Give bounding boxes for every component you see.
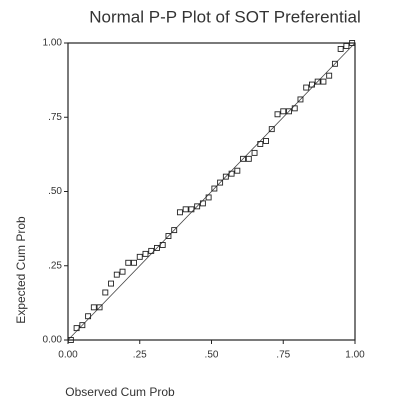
point xyxy=(314,78,321,85)
point xyxy=(67,337,74,343)
point xyxy=(159,242,166,248)
point xyxy=(85,313,92,320)
point xyxy=(79,322,86,329)
point xyxy=(337,45,344,52)
point xyxy=(154,244,160,251)
point xyxy=(240,155,247,162)
point xyxy=(96,304,103,311)
point xyxy=(102,289,109,296)
point xyxy=(245,155,252,162)
point xyxy=(131,259,137,266)
y-tick-label: .25 xyxy=(48,260,62,271)
point xyxy=(211,185,218,192)
point xyxy=(280,108,287,115)
point xyxy=(199,200,206,207)
point xyxy=(286,108,292,115)
point xyxy=(90,304,97,311)
point xyxy=(113,271,120,278)
point xyxy=(228,170,235,177)
point xyxy=(194,203,201,210)
point xyxy=(108,280,115,287)
point xyxy=(119,268,126,275)
y-axis-label: Expected Cum Prob xyxy=(14,216,28,324)
x-axis-label: Observed Cum Prob xyxy=(65,385,175,399)
point xyxy=(234,167,241,174)
point xyxy=(188,206,195,213)
point xyxy=(171,227,178,234)
x-tick-label: .75 xyxy=(276,350,290,361)
x-tick-label: 1.00 xyxy=(345,350,365,361)
point xyxy=(320,78,327,85)
point xyxy=(303,84,310,91)
point xyxy=(182,206,189,213)
x-tick-label: .50 xyxy=(205,350,219,361)
chart-title: Normal P-P Plot of SOT Preferential xyxy=(89,7,360,26)
point xyxy=(217,179,224,186)
point xyxy=(176,209,183,216)
point xyxy=(343,43,350,49)
point xyxy=(136,253,143,260)
y-tick-label: .50 xyxy=(48,186,62,197)
y-tick-label: .75 xyxy=(48,112,62,123)
point xyxy=(291,105,298,112)
x-tick-label: .25 xyxy=(133,350,147,361)
x-tick-label: 0.00 xyxy=(58,350,78,361)
point xyxy=(205,194,212,201)
point xyxy=(165,233,172,240)
point xyxy=(349,40,356,46)
point xyxy=(125,259,132,266)
point xyxy=(142,250,149,257)
point xyxy=(297,96,304,103)
point xyxy=(331,60,338,67)
reference-line xyxy=(67,42,356,341)
point xyxy=(274,111,281,118)
point xyxy=(263,138,269,144)
point xyxy=(326,72,333,79)
point xyxy=(309,81,315,88)
point xyxy=(73,325,80,332)
point xyxy=(251,149,258,156)
point xyxy=(222,173,229,180)
point xyxy=(148,247,155,254)
y-tick-label: 1.00 xyxy=(43,38,63,49)
point xyxy=(257,141,264,147)
point xyxy=(268,126,275,133)
y-tick-label: 0.00 xyxy=(43,335,63,346)
